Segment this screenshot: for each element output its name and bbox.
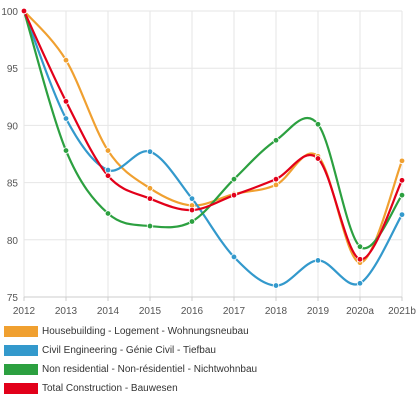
series-line-housebuilding [22, 9, 404, 264]
data-point-non-residential[interactable] [188, 218, 196, 225]
legend-label: Housebuilding - Logement - Wohnungsneuba… [42, 326, 249, 337]
y-tick-label: 100 [1, 7, 18, 18]
legend: Housebuilding - Logement - Wohnungsneuba… [4, 324, 414, 400]
data-point-civil-engineering[interactable] [62, 115, 70, 122]
x-tick-label: 2016 [181, 306, 204, 317]
data-point-civil-engineering[interactable] [104, 166, 112, 174]
data-point-civil-engineering[interactable] [356, 280, 364, 287]
data-point-civil-engineering[interactable] [398, 211, 406, 218]
axes: 75 80 85 90 95 100 2012 2013 2014 2015 2016 2017 201… [1, 7, 416, 317]
data-point-non-residential[interactable] [272, 137, 280, 144]
data-point-housebuilding[interactable] [146, 185, 154, 192]
data-point-civil-engineering[interactable] [146, 148, 154, 155]
series-line-civil-engineering [22, 9, 404, 287]
data-point-total-construction[interactable] [314, 155, 322, 162]
legend-label: Non residential - Non-résidentiel - Nich… [42, 364, 258, 375]
series-line-non-residential [22, 9, 404, 250]
legend-item-civil-engineering[interactable]: Civil Engineering - Génie Civil - Tiefba… [4, 343, 414, 358]
data-point-civil-engineering[interactable] [272, 282, 280, 289]
x-tick-label: 2014 [97, 306, 120, 317]
data-point-civil-engineering[interactable] [314, 257, 322, 264]
x-tick-label: 2020a [346, 306, 374, 317]
data-point-housebuilding[interactable] [272, 181, 280, 189]
x-tick-label: 2018 [265, 306, 288, 317]
series-line-total-construction [22, 9, 404, 261]
data-point-non-residential[interactable] [314, 121, 322, 128]
legend-item-housebuilding[interactable]: Housebuilding - Logement - Wohnungsneuba… [4, 324, 414, 339]
data-point-non-residential[interactable] [398, 191, 406, 199]
legend-label: Civil Engineering - Génie Civil - Tiefba… [42, 345, 216, 356]
data-point-total-construction[interactable] [62, 98, 70, 105]
line-chart: 75 80 85 90 95 100 2012 2013 2014 2015 2016 2017 201… [1, 7, 416, 317]
y-tick-label: 85 [7, 179, 19, 190]
legend-item-non-residential[interactable]: Non residential - Non-résidentiel - Nich… [4, 362, 414, 377]
x-tick-label: 2017 [223, 306, 246, 317]
data-point-housebuilding[interactable] [398, 157, 406, 165]
data-points[interactable] [20, 7, 406, 289]
data-point-total-construction[interactable] [272, 175, 280, 183]
legend-swatch [4, 383, 38, 394]
data-point-civil-engineering[interactable] [230, 253, 238, 261]
legend-swatch [4, 364, 38, 375]
x-tick-label: 2019 [307, 306, 330, 317]
x-tick-label: 2012 [13, 306, 36, 317]
x-tick-label: 2021b [388, 306, 416, 317]
y-tick-label: 80 [7, 236, 19, 247]
data-point-total-construction[interactable] [398, 177, 406, 184]
data-point-total-construction[interactable] [146, 195, 154, 202]
data-point-total-construction[interactable] [188, 206, 196, 214]
data-point-non-residential[interactable] [104, 210, 112, 217]
data-point-total-construction[interactable] [104, 172, 112, 179]
y-tick-label: 95 [7, 64, 19, 75]
data-point-total-construction[interactable] [356, 256, 364, 263]
data-point-non-residential[interactable] [230, 175, 238, 183]
legend-item-total-construction[interactable]: Total Construction - Bauwesen [4, 381, 414, 396]
data-point-total-construction[interactable] [20, 7, 28, 15]
grid-lines [23, 10, 403, 298]
series-lines [22, 9, 404, 287]
legend-swatch [4, 345, 38, 356]
data-point-total-construction[interactable] [230, 191, 238, 199]
data-point-non-residential[interactable] [62, 147, 70, 154]
legend-label: Total Construction - Bauwesen [42, 383, 178, 394]
x-tick-label: 2015 [139, 306, 162, 317]
data-point-housebuilding[interactable] [62, 56, 70, 64]
data-point-non-residential[interactable] [356, 243, 364, 250]
data-point-non-residential[interactable] [146, 222, 154, 230]
x-tick-label: 2013 [55, 306, 78, 317]
y-tick-label: 90 [7, 121, 19, 132]
data-point-civil-engineering[interactable] [188, 195, 196, 202]
y-tick-label: 75 [7, 293, 19, 304]
data-point-housebuilding[interactable] [104, 147, 112, 154]
legend-swatch [4, 326, 38, 337]
